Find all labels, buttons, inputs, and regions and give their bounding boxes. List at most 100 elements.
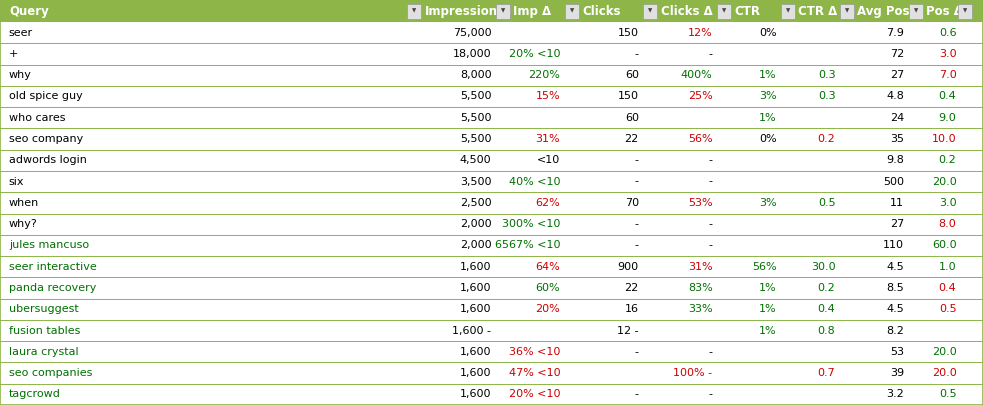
Bar: [0, 256, 983, 277]
Text: -: -: [709, 155, 713, 165]
Text: 0.5: 0.5: [939, 304, 956, 314]
Text: 20% <10: 20% <10: [509, 389, 560, 399]
Text: 3,500: 3,500: [460, 177, 492, 187]
Bar: [0, 86, 983, 107]
Text: 0.3: 0.3: [818, 92, 836, 102]
Text: 56%: 56%: [752, 262, 777, 272]
Bar: [0, 235, 983, 256]
Text: seer: seer: [9, 28, 33, 38]
Text: 500: 500: [884, 177, 904, 187]
Text: 47% <10: 47% <10: [508, 368, 560, 378]
Text: 0.4: 0.4: [939, 92, 956, 102]
Bar: [0, 384, 983, 405]
Bar: [0, 277, 983, 298]
Text: 33%: 33%: [688, 304, 713, 314]
Text: 36% <10: 36% <10: [509, 347, 560, 357]
Text: 3%: 3%: [759, 92, 777, 102]
Bar: [0, 107, 983, 128]
Text: 1.0: 1.0: [939, 262, 956, 272]
Text: six: six: [9, 177, 25, 187]
Text: who cares: who cares: [9, 113, 66, 123]
Text: 9.8: 9.8: [887, 155, 904, 165]
Text: 60%: 60%: [536, 283, 560, 293]
Text: why: why: [9, 70, 31, 80]
Text: 8.5: 8.5: [887, 283, 904, 293]
Text: 0.2: 0.2: [818, 134, 836, 144]
Text: -: -: [709, 219, 713, 229]
Text: 1%: 1%: [759, 304, 777, 314]
Text: 22: 22: [624, 283, 639, 293]
Text: 2,000: 2,000: [460, 219, 492, 229]
Bar: [0, 0, 983, 22]
Text: 1,600: 1,600: [460, 304, 492, 314]
Text: Impressions: Impressions: [425, 4, 505, 17]
Text: 0%: 0%: [759, 134, 777, 144]
Text: 60.0: 60.0: [932, 241, 956, 250]
Text: when: when: [9, 198, 39, 208]
Bar: [0, 320, 983, 341]
Text: 60: 60: [625, 70, 639, 80]
Text: 400%: 400%: [681, 70, 713, 80]
Text: 1%: 1%: [759, 326, 777, 335]
Text: jules mancuso: jules mancuso: [9, 241, 89, 250]
Text: 83%: 83%: [688, 283, 713, 293]
Text: 8.2: 8.2: [887, 326, 904, 335]
Text: 70: 70: [625, 198, 639, 208]
FancyBboxPatch shape: [717, 4, 731, 19]
Text: -: -: [635, 155, 639, 165]
FancyBboxPatch shape: [781, 4, 795, 19]
Bar: [0, 171, 983, 192]
Text: 9.0: 9.0: [939, 113, 956, 123]
FancyBboxPatch shape: [839, 4, 854, 19]
Text: 3.2: 3.2: [887, 389, 904, 399]
Text: seo company: seo company: [9, 134, 84, 144]
Text: 900: 900: [617, 262, 639, 272]
Text: 220%: 220%: [528, 70, 560, 80]
Text: Query: Query: [9, 4, 49, 17]
Bar: [0, 192, 983, 213]
Text: ▼: ▼: [913, 9, 918, 13]
Text: 35: 35: [891, 134, 904, 144]
Text: why?: why?: [9, 219, 37, 229]
Text: -: -: [709, 49, 713, 59]
Text: 1,600: 1,600: [460, 262, 492, 272]
Text: ▼: ▼: [785, 9, 790, 13]
Text: 31%: 31%: [688, 262, 713, 272]
Text: 10.0: 10.0: [932, 134, 956, 144]
Text: 1%: 1%: [759, 283, 777, 293]
Text: 2,000: 2,000: [460, 241, 492, 250]
Text: 4.5: 4.5: [887, 262, 904, 272]
Text: 24: 24: [890, 113, 904, 123]
Text: 4.5: 4.5: [887, 304, 904, 314]
Text: 20.0: 20.0: [932, 177, 956, 187]
Text: ubersuggest: ubersuggest: [9, 304, 79, 314]
Text: 0%: 0%: [759, 28, 777, 38]
Text: 3.0: 3.0: [939, 49, 956, 59]
Text: Clicks Δ: Clicks Δ: [661, 4, 713, 17]
Text: -: -: [635, 49, 639, 59]
FancyBboxPatch shape: [407, 4, 422, 19]
Text: 15%: 15%: [536, 92, 560, 102]
Text: 60: 60: [625, 113, 639, 123]
Text: 27: 27: [890, 219, 904, 229]
Text: seo companies: seo companies: [9, 368, 92, 378]
Text: -: -: [709, 241, 713, 250]
Text: <10: <10: [537, 155, 560, 165]
Text: 3.0: 3.0: [939, 198, 956, 208]
Text: 16: 16: [625, 304, 639, 314]
Text: 20% <10: 20% <10: [509, 49, 560, 59]
Text: ▼: ▼: [722, 9, 726, 13]
Text: 0.5: 0.5: [939, 389, 956, 399]
Text: -: -: [635, 177, 639, 187]
Text: 75,000: 75,000: [453, 28, 492, 38]
Text: 8,000: 8,000: [460, 70, 492, 80]
Text: -: -: [635, 347, 639, 357]
Text: 150: 150: [618, 28, 639, 38]
Text: -: -: [635, 241, 639, 250]
Text: 0.4: 0.4: [939, 283, 956, 293]
Text: 4.8: 4.8: [887, 92, 904, 102]
Text: 62%: 62%: [536, 198, 560, 208]
Text: 0.6: 0.6: [939, 28, 956, 38]
Bar: [0, 128, 983, 150]
Text: 53%: 53%: [688, 198, 713, 208]
